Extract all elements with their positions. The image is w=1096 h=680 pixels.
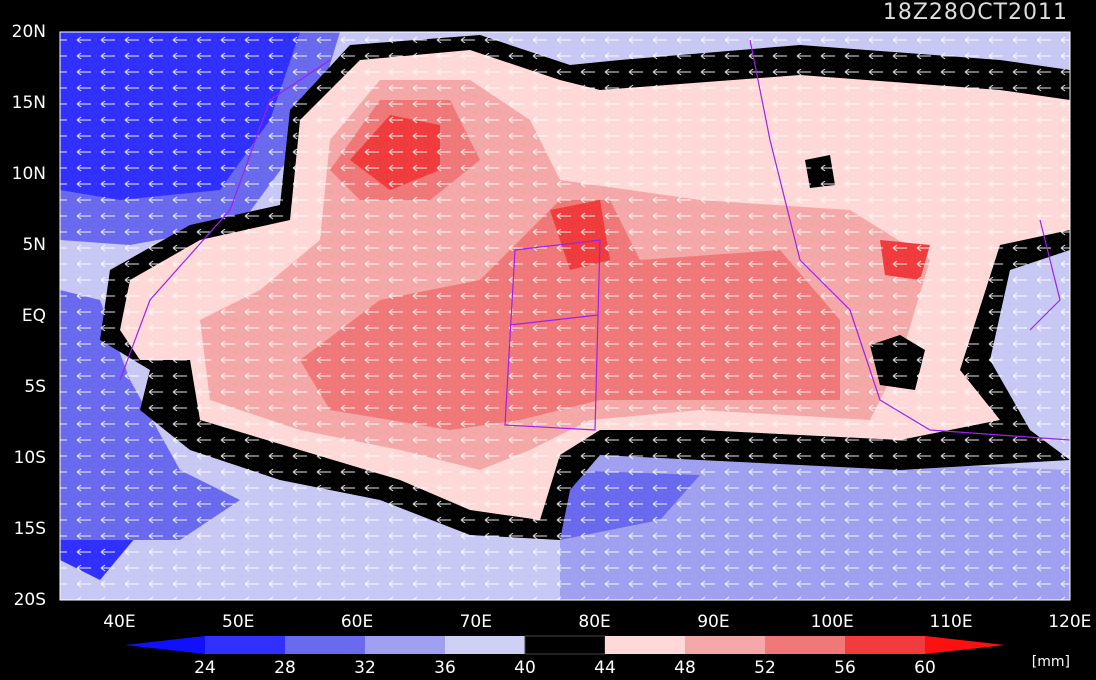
colorbar-labels: 24 28 32 36 40 44 48 52 56 60 [194, 658, 936, 678]
lat-labels: 20N 15N 10N 5N EQ 5S 10S 15S 20S [12, 22, 46, 610]
colorbar: 24 28 32 36 40 44 48 52 56 60 [mm] [125, 635, 1070, 678]
lat-label: 10N [12, 164, 46, 184]
coastlines [119, 39, 1070, 441]
lon-label: 80E [578, 612, 610, 632]
map-title: 18Z28OCT2011 [883, 0, 1068, 25]
colorbar-label: 36 [434, 658, 456, 678]
colorbar-label: 60 [914, 658, 936, 678]
colorbar-label: 44 [594, 658, 616, 678]
colorbar-label: 48 [674, 658, 696, 678]
lon-label: 40E [103, 612, 135, 632]
lat-label: 15N [12, 93, 46, 113]
lon-label: 50E [222, 612, 254, 632]
colorbar-bin [365, 636, 445, 654]
lat-label: 15S [14, 519, 46, 539]
lat-label: 20S [14, 590, 46, 610]
map-frame [59, 31, 1071, 601]
lon-labels: 40E 50E 60E 70E 80E 90E 100E 110E 120E [103, 612, 1091, 632]
lon-label: 60E [341, 612, 373, 632]
colorbar-bin [685, 636, 765, 654]
colorbar-label: 32 [354, 658, 376, 678]
lat-label: 20N [12, 22, 46, 42]
lon-label: 100E [811, 612, 854, 632]
colorbar-bin [205, 636, 285, 654]
colorbar-bin [445, 636, 525, 654]
colorbar-arrow [925, 636, 1005, 654]
lat-label: EQ [22, 306, 46, 326]
lat-label: 5S [24, 377, 46, 397]
wind-vectors [60, 32, 1070, 600]
lon-label: 90E [697, 612, 729, 632]
colorbar-bin [605, 636, 685, 654]
colorbar-bin [765, 636, 845, 654]
lat-label: 10S [14, 448, 46, 468]
lon-label: 120E [1048, 612, 1091, 632]
colorbar-bin [845, 636, 925, 654]
lat-label: 5N [22, 235, 46, 255]
colorbar-label: 40 [514, 658, 536, 678]
lon-label: 70E [460, 612, 492, 632]
colorbar-unit: [mm] [1032, 654, 1070, 670]
colorbar-label: 28 [274, 658, 296, 678]
field [60, 32, 1070, 600]
colorbar-label: 52 [754, 658, 776, 678]
colorbar-label: 24 [194, 658, 216, 678]
lon-label: 110E [929, 612, 972, 632]
colorbar-arrow [125, 636, 205, 654]
colorbar-bin [285, 636, 365, 654]
colorbar-bin [524, 635, 606, 655]
boundary-lines [504, 239, 601, 431]
colorbar-label: 56 [834, 658, 856, 678]
